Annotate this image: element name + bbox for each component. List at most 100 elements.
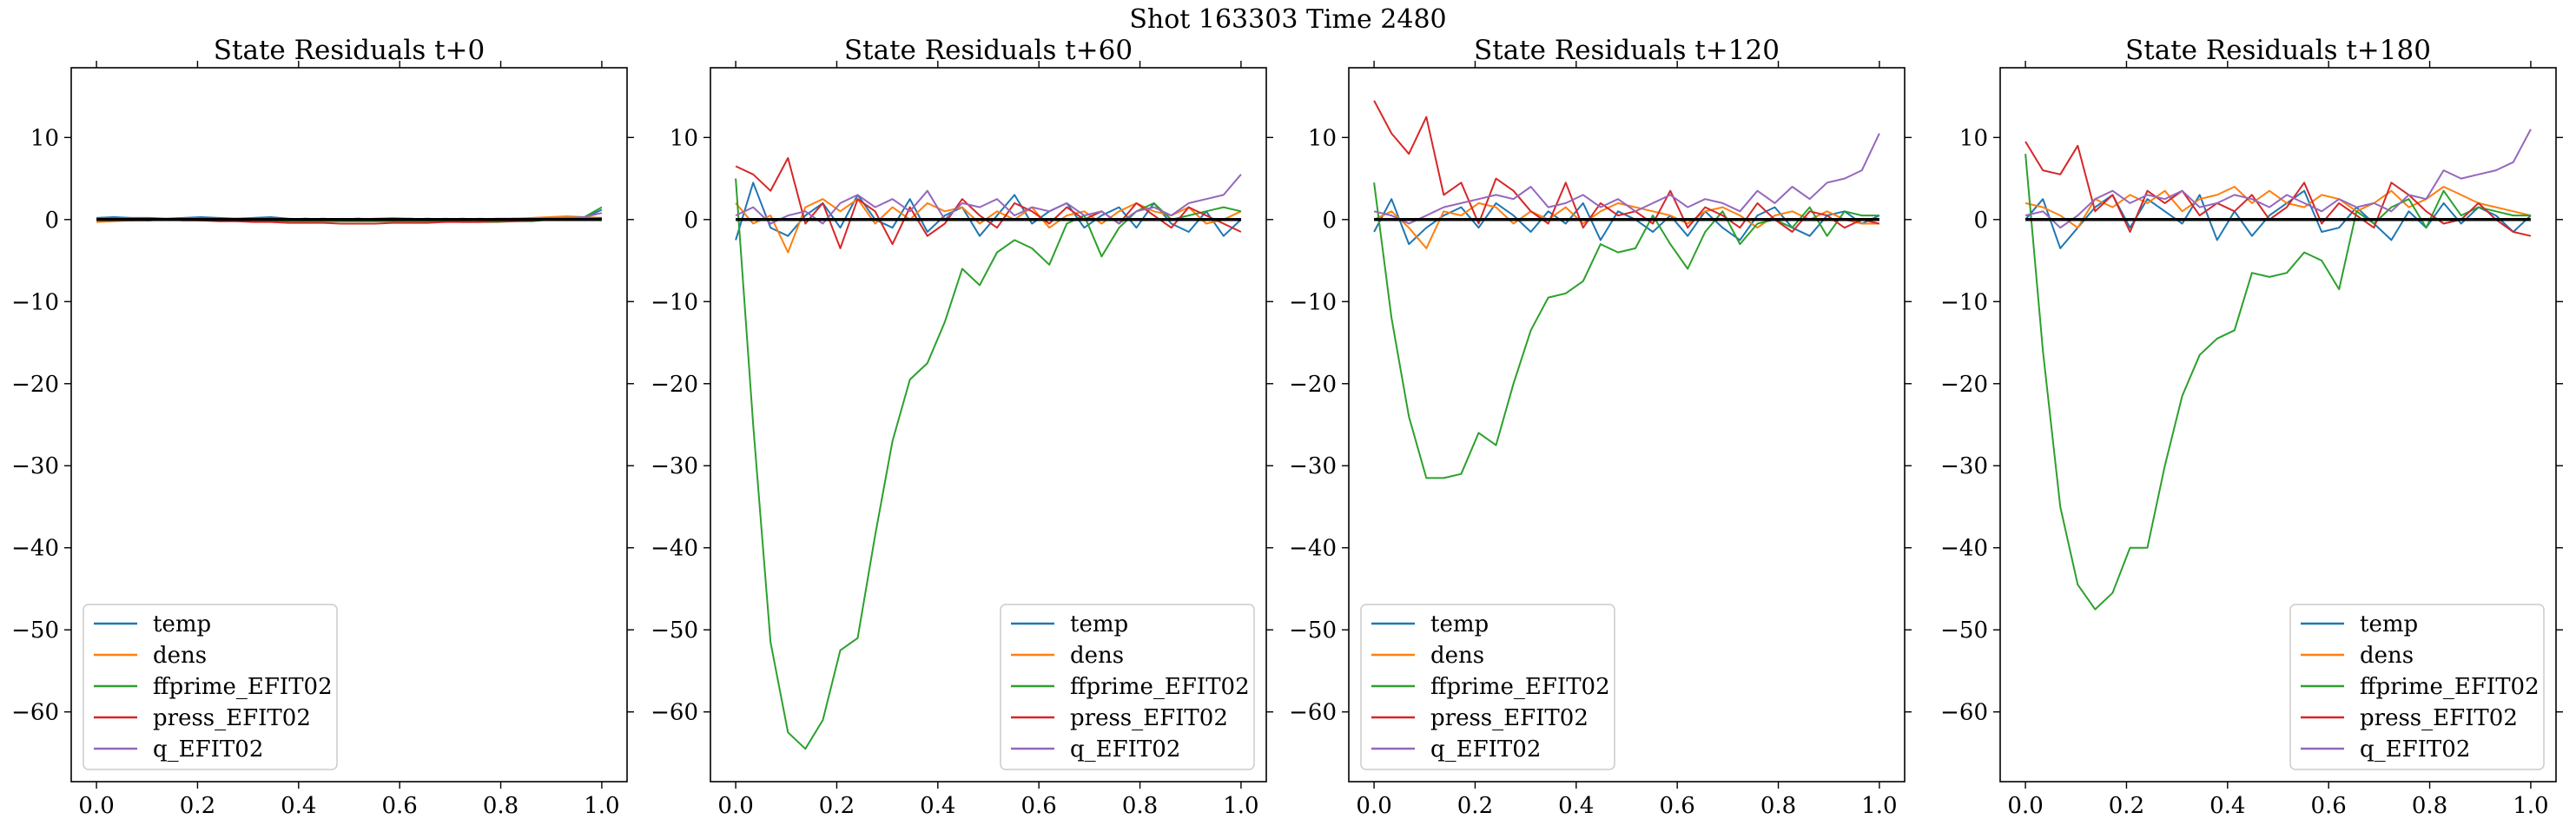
x-tick-label: 0.0 — [1356, 793, 1391, 819]
legend-label: ffprime_EFIT02 — [2360, 674, 2540, 700]
y-tick-label: −10 — [1940, 289, 1988, 315]
x-tick-label: 0.8 — [1122, 793, 1158, 819]
y-tick-label: −20 — [11, 372, 59, 398]
legend-box — [83, 604, 338, 770]
subplot-title: State Residuals t+0 — [214, 35, 485, 66]
legend-label: q_EFIT02 — [2360, 736, 2470, 763]
y-tick-label: −60 — [1289, 700, 1337, 726]
legend-box — [2289, 604, 2545, 770]
y-tick-label: 0 — [1322, 208, 1337, 234]
x-tick-label: 0.6 — [1021, 793, 1057, 819]
subplot-title: State Residuals t+60 — [844, 35, 1133, 66]
x-tick-label: 0.0 — [78, 793, 114, 819]
series-line-press_efit02 — [735, 156, 1242, 249]
legend-label: ffprime_EFIT02 — [153, 674, 333, 700]
y-tick-label: −10 — [1289, 289, 1337, 315]
y-tick-label: −60 — [1940, 700, 1988, 726]
x-tick-label: 0.4 — [281, 793, 316, 819]
legend-label: temp — [1070, 611, 1128, 637]
x-tick-label: 1.0 — [1223, 793, 1258, 819]
x-tick-label: 0.8 — [1760, 793, 1796, 819]
x-tick-label: 0.8 — [2412, 793, 2447, 819]
y-tick-label: −10 — [11, 289, 59, 315]
plot-frame — [1348, 67, 1906, 783]
y-tick-label: 10 — [1959, 125, 1988, 151]
legend: temp dens ffprime_EFIT02 press_EFIT02 q_EFIT… — [2289, 604, 2545, 770]
x-tick-label: 0.4 — [1558, 793, 1594, 819]
y-tick-label: −60 — [11, 700, 59, 726]
series-line-q_efit02 — [2024, 129, 2532, 229]
legend-box — [1360, 604, 1615, 770]
y-tick-label: −40 — [11, 536, 59, 562]
legend: temp dens ffprime_EFIT02 press_EFIT02 q_EFIT… — [1360, 604, 1615, 770]
y-tick-label: 10 — [30, 125, 59, 151]
y-tick-label: −30 — [651, 453, 698, 479]
x-tick-label: 0.0 — [2007, 793, 2043, 819]
series-line-q_efit02 — [1373, 133, 1880, 225]
y-tick-label: −40 — [651, 536, 698, 562]
x-tick-label: 0.6 — [382, 793, 418, 819]
y-tick-label: 0 — [44, 208, 59, 234]
x-tick-label: 0.2 — [2109, 793, 2144, 819]
y-tick-label: 10 — [1308, 125, 1337, 151]
legend-label: q_EFIT02 — [1430, 736, 1541, 763]
x-tick-label: 0.2 — [1457, 793, 1493, 819]
y-tick-label: −20 — [1289, 372, 1337, 398]
legend-box — [1000, 604, 1255, 770]
legend-label: press_EFIT02 — [153, 705, 311, 731]
series-line-ffprime_efit02 — [1373, 182, 1879, 479]
y-tick-label: −30 — [1940, 453, 1988, 479]
y-tick-label: 0 — [684, 208, 698, 234]
y-tick-label: −50 — [11, 618, 59, 644]
subplot-title: State Residuals t+120 — [1474, 35, 1780, 66]
y-tick-label: −20 — [1940, 372, 1988, 398]
series-line-ffprime_efit02 — [2024, 154, 2531, 611]
x-tick-label: 0.4 — [920, 793, 955, 819]
x-tick-label: 0.6 — [1660, 793, 1695, 819]
legend-label: ffprime_EFIT02 — [1070, 674, 1250, 700]
y-tick-label: −50 — [1289, 618, 1337, 644]
plot-frame — [710, 67, 1267, 783]
series-line-press_efit02 — [1373, 100, 1880, 233]
legend-label: dens — [1430, 643, 1484, 669]
x-tick-label: 0.2 — [180, 793, 215, 819]
x-tick-label: 1.0 — [584, 793, 619, 819]
subplot-2: State Residuals t+120 0.0 0.2 0.4 0.6 0.8 1.0 1… — [1289, 35, 1912, 819]
series-group — [1373, 100, 1880, 479]
series-line-q_efit02 — [735, 174, 1242, 225]
legend-label: dens — [2360, 643, 2414, 669]
y-tick-label: −10 — [651, 289, 698, 315]
subplot-grid: State Residuals t+0 0.0 0.2 0.4 0.6 0.8 1.0 10 0… — [11, 35, 2563, 819]
subplot-3: State Residuals t+180 0.0 0.2 0.4 0.6 0.8 1.0 1… — [1940, 35, 2563, 819]
y-tick-label: −30 — [11, 453, 59, 479]
series-group — [735, 156, 1242, 750]
legend-label: press_EFIT02 — [1430, 705, 1589, 731]
y-tick-label: −40 — [1289, 536, 1337, 562]
x-tick-label: 1.0 — [1861, 793, 1897, 819]
series-line-ffprime_efit02 — [735, 178, 1242, 750]
y-tick-label: −20 — [651, 372, 698, 398]
x-tick-label: 0.6 — [2311, 793, 2347, 819]
x-tick-label: 0.8 — [483, 793, 519, 819]
x-tick-label: 0.4 — [2209, 793, 2245, 819]
x-tick-label: 1.0 — [2513, 793, 2548, 819]
subplot-title: State Residuals t+180 — [2125, 35, 2431, 66]
legend: temp dens ffprime_EFIT02 press_EFIT02 q_EFIT… — [83, 604, 338, 770]
series-line-dens — [2024, 186, 2532, 229]
legend-label: ffprime_EFIT02 — [1430, 674, 1610, 700]
plot-frame — [1999, 67, 2557, 783]
series-group — [2024, 129, 2532, 611]
legend-label: dens — [1070, 643, 1124, 669]
legend-label: temp — [153, 611, 211, 637]
x-tick-label: 0.0 — [717, 793, 753, 819]
legend-label: q_EFIT02 — [153, 736, 263, 763]
subplot-0: State Residuals t+0 0.0 0.2 0.4 0.6 0.8 1.0 10 0… — [11, 35, 634, 819]
series-line-dens — [1373, 201, 1879, 249]
legend-label: press_EFIT02 — [1070, 705, 1228, 731]
y-tick-label: 0 — [1973, 208, 1988, 234]
legend-label: temp — [1430, 611, 1489, 637]
series-group — [96, 206, 603, 225]
legend-label: q_EFIT02 — [1070, 736, 1180, 763]
series-line-dens — [735, 198, 1242, 254]
